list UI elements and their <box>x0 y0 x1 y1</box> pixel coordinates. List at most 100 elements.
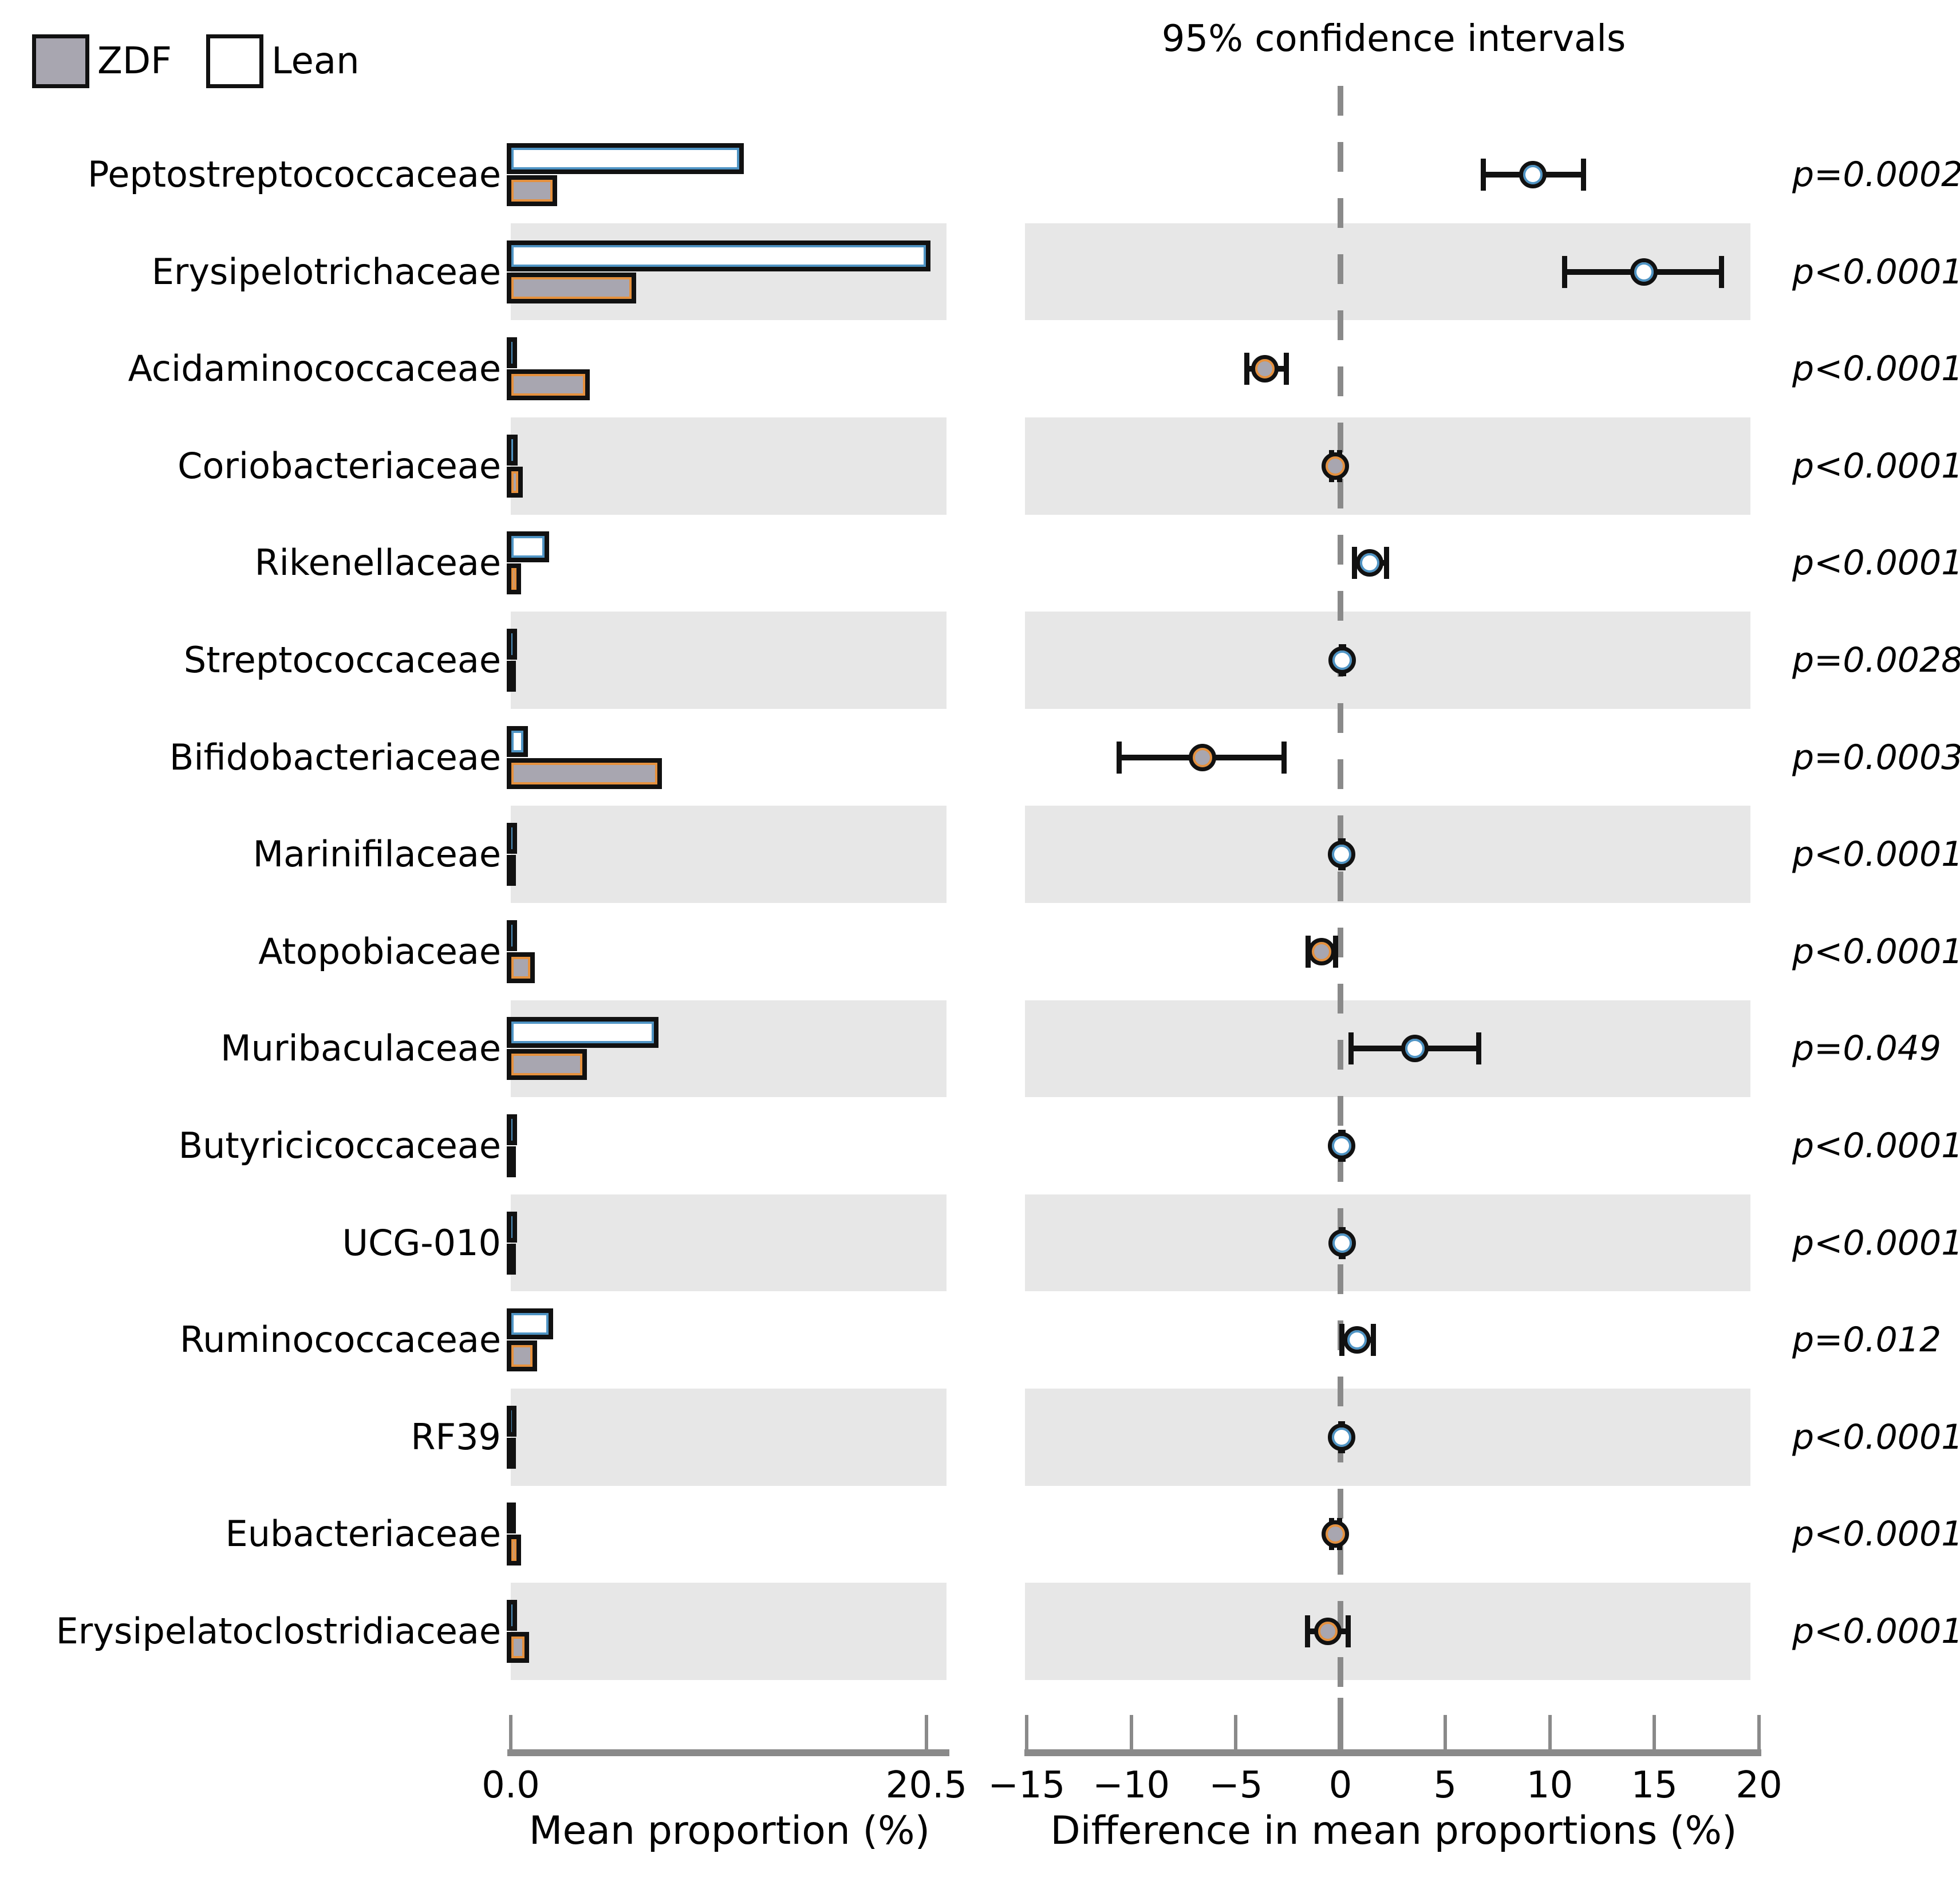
lean-bar <box>507 629 518 660</box>
right-axis-tick-label: −10 <box>1092 1764 1170 1807</box>
zdf-bar <box>507 1340 537 1372</box>
p-value-label: p<0.0001 <box>1792 445 1960 486</box>
right-axis-tick-label: 10 <box>1526 1764 1573 1807</box>
p-value-label: p=0.049 <box>1792 1028 1942 1069</box>
lean-bar <box>507 240 930 271</box>
ci-point-lean <box>1356 549 1384 577</box>
legend-zdf-label: ZDF <box>97 40 172 82</box>
row-band-left <box>511 612 947 709</box>
p-value-label: p<0.0001 <box>1792 251 1960 292</box>
row-band-right <box>1025 612 1750 709</box>
p-value-label: p<0.0001 <box>1792 1514 1960 1555</box>
p-value-label: p<0.0001 <box>1792 1223 1960 1263</box>
category-label: UCG-010 <box>342 1221 501 1264</box>
zdf-bar <box>507 272 637 303</box>
category-label: RF39 <box>411 1415 501 1458</box>
right-axis-tick-label: 0 <box>1328 1764 1352 1807</box>
right-axis-spine <box>1024 1749 1761 1756</box>
p-value-label: p=0.012 <box>1792 1320 1942 1361</box>
ci-cap-right <box>1384 547 1390 579</box>
category-label: Eubacteriaceae <box>225 1513 501 1555</box>
p-value-label: p<0.0001 <box>1792 543 1960 583</box>
left-axis-spine <box>507 1749 949 1756</box>
right-axis-tick-label: −5 <box>1209 1764 1263 1807</box>
lean-bar <box>507 1211 517 1243</box>
ci-cap-left <box>1351 547 1357 579</box>
right-axis-title: Difference in mean proportions (%) <box>1050 1808 1737 1854</box>
right-axis-tick <box>1234 1715 1238 1749</box>
lean-bar <box>507 1017 659 1048</box>
left-axis-title: Mean proportion (%) <box>529 1808 930 1854</box>
ci-panel-title: 95% confidence intervals <box>1161 18 1626 60</box>
ci-point-lean <box>1327 841 1355 869</box>
lean-bar <box>507 1600 517 1631</box>
p-value-label: p<0.0001 <box>1792 349 1960 389</box>
ci-point-lean <box>1328 1229 1356 1257</box>
lean-bar <box>507 434 518 466</box>
p-value-label: p<0.0001 <box>1792 1417 1960 1457</box>
zero-dashed-line <box>1338 86 1343 1749</box>
category-label: Erysipelotrichaceae <box>151 250 501 293</box>
zdf-bar <box>507 1632 529 1663</box>
lean-bar <box>507 1405 516 1437</box>
right-axis-tick-label: 15 <box>1631 1764 1678 1807</box>
row-band-left <box>511 417 947 515</box>
p-value-label: p=0.0003 <box>1792 737 1960 778</box>
ci-point-lean <box>1327 1423 1355 1451</box>
right-axis-tick <box>1757 1715 1761 1749</box>
right-axis-tick <box>1653 1715 1657 1749</box>
p-value-label: p<0.0001 <box>1792 834 1960 875</box>
category-label: Acidaminococcaceae <box>128 348 501 390</box>
lean-bar <box>507 725 529 757</box>
zdf-bar <box>507 466 523 498</box>
lean-bar <box>507 143 744 174</box>
zdf-bar <box>507 1049 587 1081</box>
ci-point-lean <box>1401 1035 1429 1063</box>
row-band-right <box>1025 806 1750 903</box>
row-band-left <box>511 1000 947 1098</box>
zdf-bar <box>507 563 521 595</box>
lean-bar <box>507 1308 554 1340</box>
ci-cap-left <box>1562 255 1568 288</box>
row-band-left <box>511 1389 947 1486</box>
lean-bar <box>507 920 517 951</box>
lean-bar <box>507 531 550 563</box>
right-axis-tick-label: 20 <box>1736 1764 1782 1807</box>
row-band-right <box>1025 1583 1750 1680</box>
row-band-right <box>1025 417 1750 515</box>
ci-point-lean <box>1519 161 1547 188</box>
row-band-left <box>511 1583 947 1680</box>
right-axis-tick-label: 5 <box>1433 1764 1457 1807</box>
row-band-left <box>511 806 947 903</box>
ci-cap-right <box>1476 1032 1482 1065</box>
right-axis-zero-tick <box>1338 1698 1343 1749</box>
lean-bar <box>507 823 517 854</box>
ci-point-zdf <box>1308 937 1336 965</box>
ci-cap-left <box>1116 741 1122 774</box>
ci-point-lean <box>1343 1326 1371 1354</box>
ci-point-zdf <box>1251 355 1279 383</box>
right-axis-tick <box>1024 1715 1028 1749</box>
lean-swatch-icon <box>206 34 263 88</box>
zdf-bar <box>507 952 535 983</box>
ci-cap-left <box>1339 1324 1344 1357</box>
category-label: Atopobiaceae <box>258 930 501 972</box>
right-axis-tick <box>1129 1715 1133 1749</box>
category-label: Rikenellaceae <box>254 542 501 584</box>
category-label: Peptostreptococcaceae <box>88 153 501 195</box>
ci-cap-right <box>1345 1615 1351 1647</box>
row-band-left <box>511 1194 947 1292</box>
zdf-bar <box>507 369 590 401</box>
zdf-bar <box>507 175 558 206</box>
ci-cap-right <box>1370 1324 1376 1357</box>
p-value-label: p=0.0028 <box>1792 640 1960 680</box>
ci-cap-right <box>1719 255 1725 288</box>
row-band-right <box>1025 1194 1750 1292</box>
zdf-bar <box>507 661 516 692</box>
p-value-label: p<0.0001 <box>1792 1126 1960 1166</box>
right-axis-tick <box>1548 1715 1552 1749</box>
legend-lean-label: Lean <box>271 40 360 82</box>
ci-point-zdf <box>1314 1618 1342 1645</box>
zdf-bar <box>507 758 662 789</box>
zdf-bar <box>507 1437 516 1469</box>
